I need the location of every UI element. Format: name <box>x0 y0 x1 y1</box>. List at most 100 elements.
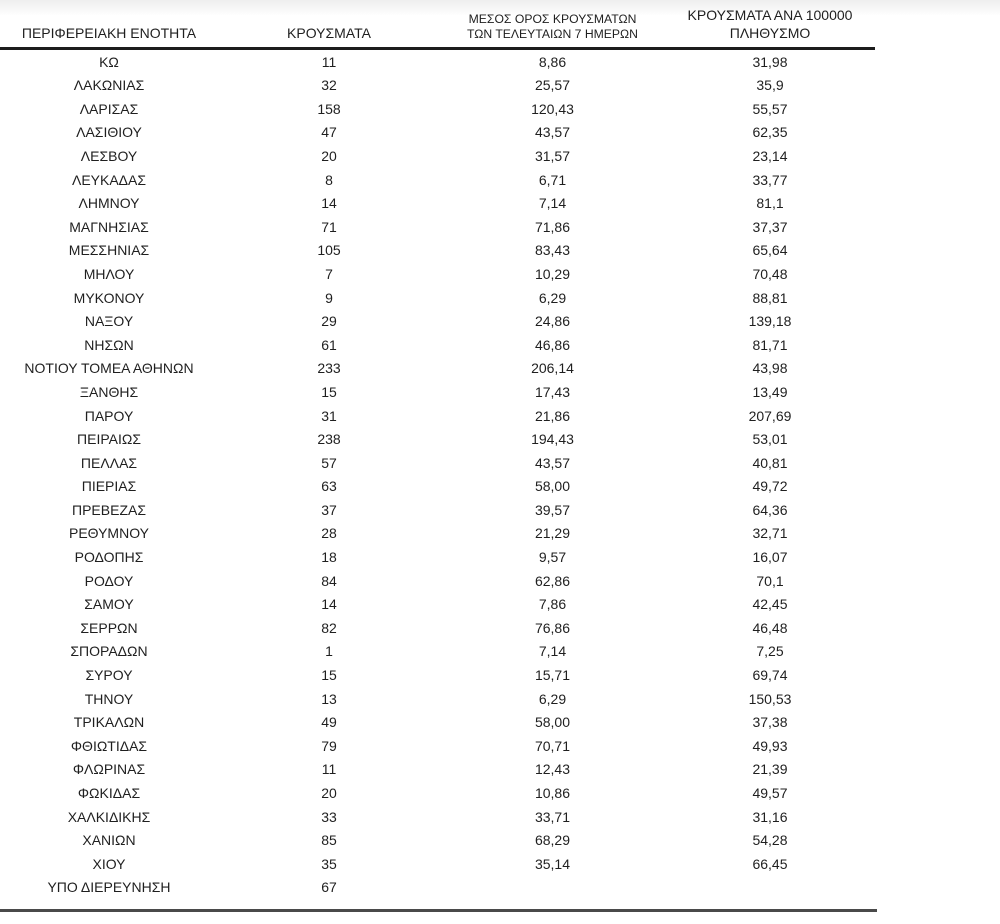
cell-cases: 49 <box>321 714 337 731</box>
header-region: ΠΕΡΙΦΕΡΕΙΑΚΗ ΕΝΟΤΗΤΑ <box>0 0 218 50</box>
cell-cases: 28 <box>321 525 337 542</box>
cell-avg7: 6,29 <box>538 289 567 306</box>
cell-avg7: 83,43 <box>534 242 571 259</box>
cell-region: ΞΑΝΘΗΣ <box>79 383 139 400</box>
cell-per100k: 62,35 <box>752 124 788 141</box>
table-row: ΠΙΕΡΙΑΣ 63 58,00 49,72 <box>0 475 875 499</box>
cell-cases: 158 <box>317 100 341 117</box>
cell-per100k: 7,25 <box>756 643 784 660</box>
table-row: ΛΕΣΒΟΥ 20 31,57 23,14 <box>0 144 875 168</box>
cell-avg7: 62,86 <box>534 572 571 589</box>
header-region-label: ΠΕΡΙΦΕΡΕΙΑΚΗ ΕΝΟΤΗΤΑ <box>21 24 197 41</box>
header-avg7-line1: ΜΕΣΟΣ ΟΡΟΣ ΚΡΟΥΣΜΑΤΩΝ <box>468 11 637 26</box>
cell-cases: 233 <box>317 360 341 377</box>
cell-cases: 11 <box>321 761 337 778</box>
table-row: ΠΕΙΡΑΙΩΣ 238 194,43 53,01 <box>0 427 875 451</box>
table-row: ΛΑΡΙΣΑΣ 158 120,43 55,57 <box>0 97 875 121</box>
cell-avg7: 43,57 <box>534 124 571 141</box>
table-body: ΚΩ 11 8,86 31,98 ΛΑΚΩΝΙΑΣ 32 25,57 35,9 ΛΑΡΙΣΑΣ 1… <box>0 48 875 899</box>
cell-per100k: 139,18 <box>748 313 792 330</box>
cell-cases: 238 <box>317 431 341 448</box>
table-row: ΧΑΛΚΙΔΙΚΗΣ 33 33,71 31,16 <box>0 805 875 829</box>
cell-region: ΝΑΞΟΥ <box>84 313 134 330</box>
cell-region: ΛΕΣΒΟΥ <box>80 147 138 164</box>
table-row: ΝΑΞΟΥ 29 24,86 139,18 <box>0 309 875 333</box>
header-per100k-line2: ΠΛΗΘΥΣΜΟ <box>729 24 811 41</box>
cell-avg7: 43,57 <box>534 454 571 471</box>
cell-avg7: 120,43 <box>531 100 574 117</box>
cell-avg7: 206,14 <box>531 360 574 377</box>
cell-per100k: 32,71 <box>752 525 788 542</box>
table-row: ΚΩ 11 8,86 31,98 <box>0 48 875 73</box>
header-cases: ΚΡΟΥΣΜΑΤΑ <box>218 0 440 50</box>
table-row: ΣΥΡΟΥ 15 15,71 69,74 <box>0 663 875 687</box>
cell-avg7: 7,14 <box>538 643 567 660</box>
cell-region: ΤΡΙΚΑΛΩΝ <box>73 714 145 731</box>
cell-cases: 14 <box>321 596 337 613</box>
cell-per100k: 33,77 <box>752 171 788 188</box>
header-avg7-line2: ΤΩΝ ΤΕΛΕΥΤΑΙΩΝ 7 ΗΜΕΡΩΝ <box>467 27 638 42</box>
cell-avg7 <box>440 876 665 900</box>
cell-cases: 84 <box>321 572 337 589</box>
cell-avg7: 7,14 <box>538 195 567 212</box>
cell-avg7: 15,71 <box>534 667 571 684</box>
cell-per100k: 69,74 <box>752 667 788 684</box>
cell-cases: 79 <box>321 737 337 754</box>
cell-region: ΠΡΕΒΕΖΑΣ <box>71 501 146 518</box>
cell-avg7: 46,86 <box>534 336 571 353</box>
cell-region: ΤΗΝΟΥ <box>84 690 134 707</box>
cell-avg7: 10,86 <box>534 785 571 802</box>
cell-region: ΠΕΛΛΑΣ <box>80 454 138 471</box>
cell-region: ΠΕΙΡΑΙΩΣ <box>77 431 141 448</box>
table-row: ΜΑΓΝΗΣΙΑΣ 71 71,86 37,37 <box>0 215 875 239</box>
table-row: ΠΡΕΒΕΖΑΣ 37 39,57 64,36 <box>0 498 875 522</box>
cell-avg7: 25,57 <box>534 77 571 94</box>
cell-per100k: 23,14 <box>752 147 788 164</box>
table-row: ΤΗΝΟΥ 13 6,29 150,53 <box>0 687 875 711</box>
cell-cases: 67 <box>321 879 337 896</box>
cell-per100k: 70,1 <box>756 572 784 589</box>
cell-avg7: 24,86 <box>534 313 571 330</box>
cell-avg7: 39,57 <box>534 501 571 518</box>
cell-per100k: 54,28 <box>752 832 788 849</box>
cell-cases: 61 <box>321 336 337 353</box>
regional-cases-table: ΠΕΡΙΦΕΡΕΙΑΚΗ ΕΝΟΤΗΤΑ ΚΡΟΥΣΜΑΤΑ ΜΕΣΟΣ ΟΡΟ… <box>0 0 875 899</box>
cell-per100k: 37,38 <box>752 714 788 731</box>
cell-cases: 1 <box>325 643 333 660</box>
cell-cases: 35 <box>321 855 337 872</box>
header-per100k-line1: ΚΡΟΥΣΜΑΤΑ ΑΝΑ 100000 <box>687 7 853 23</box>
cell-region: ΡΟΔΟΥ <box>84 572 134 589</box>
cell-avg7: 6,29 <box>538 690 567 707</box>
header-cases-label: ΚΡΟΥΣΜΑΤΑ <box>287 24 371 41</box>
cell-region: ΣΠΟΡΑΔΩΝ <box>70 643 148 660</box>
table-row: ΡΟΔΟΠΗΣ 18 9,57 16,07 <box>0 545 875 569</box>
cell-cases: 15 <box>321 383 337 400</box>
cell-region: ΜΑΓΝΗΣΙΑΣ <box>69 218 149 235</box>
cell-cases: 15 <box>321 667 337 684</box>
table-row: ΧΑΝΙΩΝ 85 68,29 54,28 <box>0 828 875 852</box>
cell-avg7: 194,43 <box>531 431 574 448</box>
header-avg7: ΜΕΣΟΣ ΟΡΟΣ ΚΡΟΥΣΜΑΤΩΝ ΤΩΝ ΤΕΛΕΥΤΑΙΩΝ 7 Η… <box>440 0 665 50</box>
cell-avg7: 58,00 <box>534 478 571 495</box>
cell-per100k: 37,37 <box>752 218 788 235</box>
cell-per100k: 31,16 <box>752 808 788 825</box>
header-row: ΠΕΡΙΦΕΡΕΙΑΚΗ ΕΝΟΤΗΤΑ ΚΡΟΥΣΜΑΤΑ ΜΕΣΟΣ ΟΡΟ… <box>0 0 875 50</box>
cell-per100k <box>665 876 875 900</box>
cell-avg7: 35,14 <box>534 855 571 872</box>
table-header: ΠΕΡΙΦΕΡΕΙΑΚΗ ΕΝΟΤΗΤΑ ΚΡΟΥΣΜΑΤΑ ΜΕΣΟΣ ΟΡΟ… <box>0 0 875 50</box>
table-row: ΜΗΛΟΥ 7 10,29 70,48 <box>0 262 875 286</box>
cell-region: ΜΗΛΟΥ <box>83 265 135 282</box>
table-row: ΤΡΙΚΑΛΩΝ 49 58,00 37,38 <box>0 710 875 734</box>
cell-region: ΜΥΚΟΝΟΥ <box>73 289 145 306</box>
table-row: ΛΑΚΩΝΙΑΣ 32 25,57 35,9 <box>0 73 875 97</box>
cell-per100k: 46,48 <box>752 619 788 636</box>
cell-per100k: 88,81 <box>752 289 788 306</box>
table-row: ΦΩΚΙΔΑΣ 20 10,86 49,57 <box>0 781 875 805</box>
cell-region: ΧΑΛΚΙΔΙΚΗΣ <box>67 808 151 825</box>
cell-avg7: 58,00 <box>534 714 571 731</box>
cell-avg7: 21,86 <box>534 407 571 424</box>
cell-cases: 82 <box>321 619 337 636</box>
cell-avg7: 33,71 <box>534 808 571 825</box>
table-row: ΛΕΥΚΑΔΑΣ 8 6,71 33,77 <box>0 168 875 192</box>
cell-per100k: 16,07 <box>752 549 788 566</box>
